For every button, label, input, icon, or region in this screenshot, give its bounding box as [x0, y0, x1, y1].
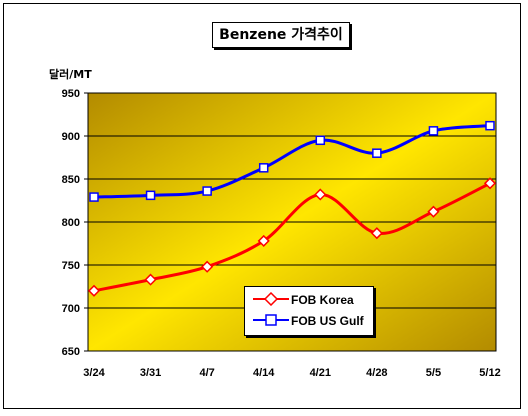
x-axis-ticks: 3/24 3/31 4/7 4/14 4/21 4/28 5/5 5/12 [83, 367, 500, 379]
x-tick-label: 4/7 [199, 367, 214, 379]
chart-frame: 650 700 750 800 850 900 950 3/24 3/31 4/7 4/14 4/2… [3, 3, 521, 409]
y-tick-label: 950 [62, 88, 80, 100]
y-tick-label: 800 [62, 217, 80, 229]
grid-lines [88, 135, 496, 309]
data-point-fob-us-gulf [202, 186, 212, 196]
diamond-marker-icon [253, 292, 289, 306]
y-tick-label: 650 [62, 346, 80, 358]
y-tick-label: 900 [62, 131, 80, 143]
data-point-fob-korea [201, 260, 214, 273]
y-axis-label: 달러/MT [49, 68, 92, 81]
square-marker-icon [253, 314, 289, 326]
series-line-fob-korea [93, 181, 491, 293]
legend-item-fob-korea: FOB Korea [245, 290, 373, 310]
x-tick-label: 3/31 [140, 367, 161, 379]
x-tick-label: 5/12 [479, 367, 500, 379]
legend-item-fob-us-gulf: FOB US Gulf [245, 311, 373, 331]
legend-label-fob-korea: FOB Korea [291, 293, 354, 307]
data-point-fob-korea [427, 205, 440, 218]
data-point-fob-korea [257, 234, 270, 247]
y-tick-label: 700 [62, 303, 80, 315]
data-point-fob-korea [87, 284, 101, 297]
x-tick-label: 4/14 [253, 367, 275, 379]
data-point-fob-us-gulf [258, 163, 269, 173]
legend-label-fob-us-gulf: FOB US Gulf [291, 314, 364, 328]
chart-canvas: 650 700 750 800 850 900 950 3/24 3/31 4/7 4/14 4/2… [62, 88, 501, 379]
data-point-fob-us-gulf [315, 135, 326, 146]
legend: FOB Korea FOB US Gulf [244, 286, 374, 336]
data-point-fob-us-gulf [89, 192, 99, 202]
data-point-fob-korea [483, 177, 497, 190]
data-point-fob-us-gulf [428, 126, 439, 136]
data-point-fob-korea [144, 273, 157, 286]
y-tick-label: 750 [62, 260, 80, 272]
chart-title: Benzene 가격추이 [212, 22, 350, 48]
data-point-fob-korea [314, 188, 327, 201]
x-tick-label: 3/24 [83, 367, 105, 379]
data-point-fob-us-gulf [485, 120, 495, 131]
series-line-fob-us-gulf [93, 124, 491, 199]
data-point-fob-us-gulf [372, 148, 382, 158]
x-tick-label: 4/21 [310, 367, 331, 379]
data-point-fob-korea [370, 227, 383, 240]
x-tick-label: 4/28 [366, 367, 387, 379]
series-layer [87, 120, 497, 297]
data-point-fob-us-gulf [145, 190, 156, 201]
x-tick-label: 5/5 [426, 367, 441, 379]
y-axis-ticks: 650 700 750 800 850 900 950 [62, 88, 88, 358]
y-tick-label: 850 [62, 174, 80, 186]
